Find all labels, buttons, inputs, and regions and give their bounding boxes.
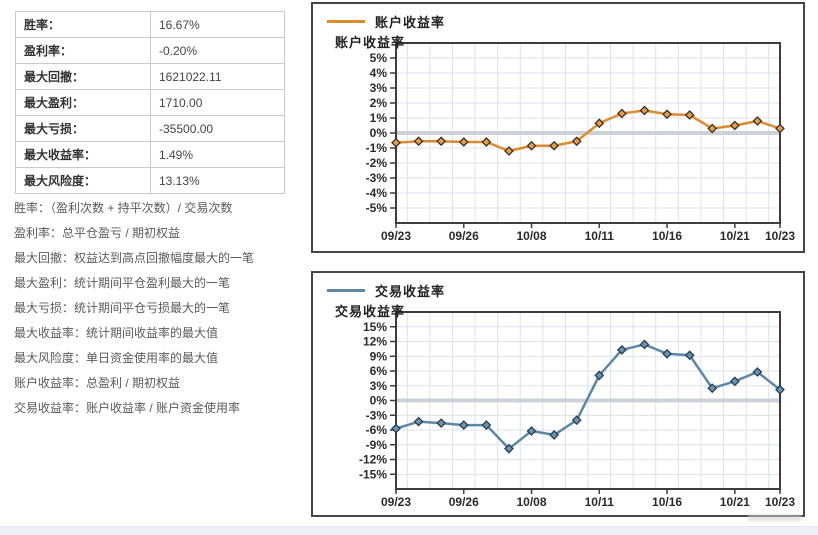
svg-text:-3%: -3%: [366, 171, 388, 185]
svg-text:-5%: -5%: [366, 201, 388, 215]
stat-label: 最大回撤：: [15, 63, 151, 90]
note-line: 最大收益率：统计期间收益率的最大值: [14, 326, 219, 340]
legend-label: 账户收益率: [375, 14, 446, 30]
svg-text:-4%: -4%: [366, 186, 388, 200]
stat-label: 胜率：: [15, 11, 151, 38]
legend-line-icon: [327, 288, 365, 292]
note-line: 最大回撤：权益达到高点回撤幅度最大的一笔: [14, 251, 255, 265]
note-line: 账户收益率：总盈利 / 期初权益: [14, 376, 181, 390]
svg-text:-15%: -15%: [359, 467, 387, 481]
svg-text:10/16: 10/16: [652, 495, 682, 509]
svg-text:-2%: -2%: [366, 156, 388, 170]
svg-text:6%: 6%: [370, 364, 388, 378]
note-line: 最大亏损：统计期间平仓亏损最大的一笔: [14, 301, 231, 315]
svg-text:09/26: 09/26: [449, 229, 479, 243]
metric-definitions: 胜率：（盈利次数 + 持平次数）/ 交易次数 盈利率：总平仓盈亏 / 期初权益最大…: [14, 196, 314, 421]
svg-text:15%: 15%: [363, 320, 387, 334]
legend-label: 交易收益率: [375, 283, 446, 299]
trade-return-chart: 15%12%9%6%3%0%-3%-6%-9%-12%-15% 09/23 09/2…: [359, 311, 795, 509]
svg-text:5%: 5%: [370, 51, 388, 65]
svg-text:09/23: 09/23: [381, 229, 411, 243]
svg-text:12%: 12%: [363, 335, 387, 349]
stats-row: 最大亏损： -35500.00: [15, 115, 285, 142]
chart-legend: 交易收益率: [327, 280, 445, 300]
svg-text:09/23: 09/23: [381, 495, 411, 509]
y-axis-title: 交易收益率: [335, 304, 406, 319]
svg-text:0%: 0%: [370, 394, 388, 408]
svg-text:-1%: -1%: [366, 141, 388, 155]
stat-value: -0.20%: [150, 37, 285, 64]
svg-text:10/23: 10/23: [765, 495, 795, 509]
svg-text:10/08: 10/08: [517, 495, 547, 509]
stat-value: 1621022.11: [150, 63, 285, 90]
trade-return-chart-panel: 15% 12% 9% 6% 3% 0% -3% -6% -9% -12% -15% 09/23 09/2…: [311, 271, 805, 517]
stat-label: 最大风险度：: [15, 167, 151, 194]
note-line: 交易收益率：账户收益率 / 账户资金使用率: [14, 401, 241, 415]
svg-text:-3%: -3%: [366, 408, 388, 422]
note-line: 最大风险度：单日资金使用率的最大值: [14, 351, 219, 365]
stat-label: 盈利率：: [15, 37, 151, 64]
svg-text:9%: 9%: [370, 349, 388, 363]
y-axis-title: 账户收益率: [335, 35, 406, 50]
svg-text:10/21: 10/21: [720, 495, 750, 509]
stat-value: 1710.00: [150, 89, 285, 116]
watermark: [748, 514, 802, 521]
stats-table-body: 胜率： 16.67% 盈利率： -0.20% 最大回撤： 1621022.11 最大盈利： 1…: [15, 11, 285, 194]
svg-text:09/26: 09/26: [449, 495, 479, 509]
svg-text:10/21: 10/21: [720, 229, 750, 243]
stat-label: 最大盈利：: [15, 89, 151, 116]
stats-row: 最大盈利： 1710.00: [15, 89, 285, 116]
stats-table: 胜率： 16.67% 盈利率： -0.20% 最大回撤： 1621022.11 最大盈利： 1…: [15, 11, 285, 194]
svg-text:1%: 1%: [370, 111, 388, 125]
note-line: 盈利率：总平仓盈亏 / 期初权益: [14, 226, 181, 240]
account-return-chart-panel: 5% 4% 3% 2% 1% 0% -1% -2% -3% -4% -5% 09/23 09/26 10/…: [311, 2, 805, 253]
stat-value: -35500.00: [150, 115, 285, 142]
note-line: 最大盈利：统计期间平仓盈利最大的一笔: [14, 276, 231, 290]
stat-value: 13.13%: [150, 167, 285, 194]
svg-text:10/23: 10/23: [765, 229, 795, 243]
svg-text:10/16: 10/16: [652, 229, 682, 243]
svg-text:-6%: -6%: [366, 423, 388, 437]
stats-row: 最大回撤： 1621022.11: [15, 63, 285, 90]
stat-label: 最大收益率：: [15, 141, 151, 168]
svg-text:-9%: -9%: [366, 438, 388, 452]
svg-text:10/11: 10/11: [585, 495, 615, 509]
svg-text:0%: 0%: [370, 126, 388, 140]
svg-text:2%: 2%: [370, 96, 388, 110]
svg-text:-12%: -12%: [359, 453, 387, 467]
stat-value: 16.67%: [150, 11, 285, 38]
svg-text:10/08: 10/08: [517, 229, 547, 243]
account-return-chart: 5%4%3%2%1%0%-1%-2%-3%-4%-5% 09/23 09/26 10/…: [366, 42, 795, 243]
svg-text:4%: 4%: [370, 66, 388, 80]
stat-label: 最大亏损：: [15, 115, 151, 142]
svg-text:3%: 3%: [370, 81, 388, 95]
chart-legend: 账户收益率: [327, 11, 445, 31]
stats-row: 最大收益率： 1.49%: [15, 141, 285, 168]
stats-row: 胜率： 16.67%: [15, 11, 285, 38]
svg-text:3%: 3%: [370, 379, 388, 393]
note-line: 胜率：（盈利次数 + 持平次数）/ 交易次数: [14, 201, 233, 215]
footer-strip: [0, 526, 818, 535]
stats-row: 盈利率： -0.20%: [15, 37, 285, 64]
legend-line-icon: [327, 19, 365, 23]
stats-row: 最大风险度： 13.13%: [15, 167, 285, 194]
svg-text:10/11: 10/11: [585, 229, 615, 243]
stat-value: 1.49%: [150, 141, 285, 168]
